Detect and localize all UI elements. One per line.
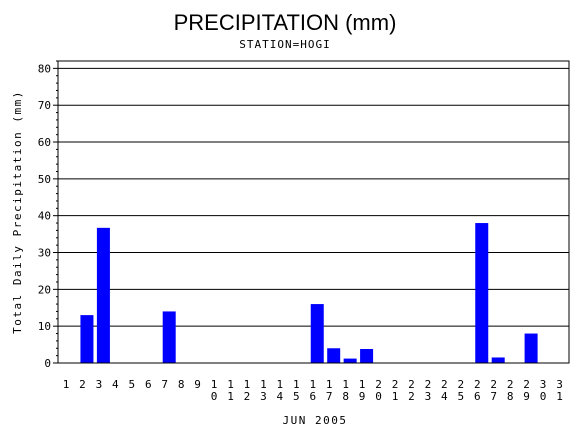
- y-tick-label: 60: [38, 136, 51, 149]
- bars: [80, 223, 538, 363]
- chart-subtitle: STATION=HOGI: [239, 38, 330, 51]
- x-axis-ticks: 1 2 3 4 5 6 7 8 9 1 01 11 21 31 41 51 61 71 81 92 02 12 22 32 42…: [63, 378, 563, 403]
- bar-day-27: [491, 357, 505, 363]
- x-tick-label: 6: [145, 378, 152, 391]
- bar-day-2: [80, 315, 94, 363]
- y-tick-label: 20: [38, 283, 51, 296]
- x-tick-label: 9: [194, 378, 201, 391]
- x-tick-label: 5: [128, 378, 135, 391]
- y-tick-label: 80: [38, 62, 51, 75]
- x-tick-label: 1: [63, 378, 70, 391]
- x-axis-label: JUN 2005: [283, 414, 348, 427]
- y-tick-label: 0: [44, 357, 51, 370]
- bar-day-29: [524, 333, 538, 363]
- y-tick-label: 70: [38, 99, 51, 112]
- y-axis-label: Total Daily Precipitation (mm): [11, 90, 24, 334]
- bar-day-19: [360, 349, 374, 363]
- x-tick-label: 8: [178, 378, 185, 391]
- bar-day-7: [162, 311, 176, 363]
- bar-day-17: [327, 348, 341, 363]
- y-tick-label: 40: [38, 210, 51, 223]
- y-tick-label: 30: [38, 247, 51, 260]
- chart-title: PRECIPITATION (mm): [174, 10, 397, 35]
- x-tick-label: 2: [79, 378, 86, 391]
- plot-frame: [57, 60, 570, 364]
- bar-day-26: [475, 223, 489, 363]
- y-axis-ticks: 0 10 20 30 40 50 60 70 80: [38, 60, 58, 370]
- x-tick-label: 4: [112, 378, 119, 391]
- gridlines: [58, 67, 569, 327]
- y-tick-label: 50: [38, 173, 51, 186]
- y-tick-label: 10: [38, 320, 51, 333]
- x-tick-label: 3: [96, 378, 103, 391]
- x-tick-label: 7: [161, 378, 168, 391]
- bar-day-3: [96, 227, 110, 363]
- bar-day-16: [310, 304, 324, 363]
- bar-day-18: [343, 358, 357, 363]
